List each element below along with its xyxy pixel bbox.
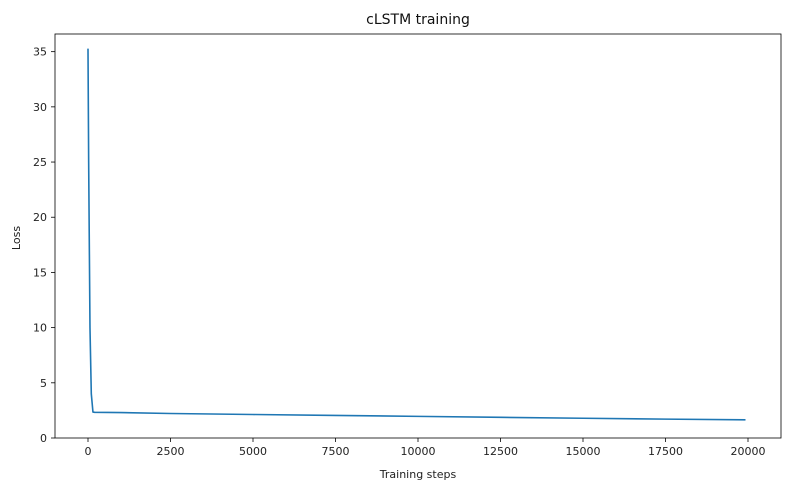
x-tick-label: 10000 [401, 445, 436, 458]
x-tick-label: 17500 [648, 445, 683, 458]
y-axis-label: Loss [10, 226, 23, 250]
y-tick-label: 0 [40, 432, 47, 445]
y-tick-label: 25 [33, 156, 47, 169]
x-axis-label: Training steps [379, 468, 457, 481]
x-tick-label: 7500 [322, 445, 350, 458]
y-tick-label: 30 [33, 101, 47, 114]
x-tick-label: 20000 [731, 445, 766, 458]
x-tick-label: 15000 [566, 445, 601, 458]
x-tick-label: 0 [85, 445, 92, 458]
x-tick-label: 5000 [239, 445, 267, 458]
y-tick-label: 20 [33, 211, 47, 224]
y-tick-label: 10 [33, 322, 47, 335]
x-tick-label: 2500 [157, 445, 185, 458]
series-line-0 [87, 48, 746, 421]
y-tick-label: 15 [33, 266, 47, 279]
chart-title: cLSTM training [366, 12, 470, 28]
x-tick-label: 12500 [483, 445, 518, 458]
plot-frame [54, 33, 782, 439]
y-tick-label: 5 [40, 377, 47, 390]
plot-area: 0 2500 5000 7500 10000 12500 15000 17500 20000 0 5… [33, 33, 782, 458]
y-tick-label: 35 [33, 46, 47, 59]
